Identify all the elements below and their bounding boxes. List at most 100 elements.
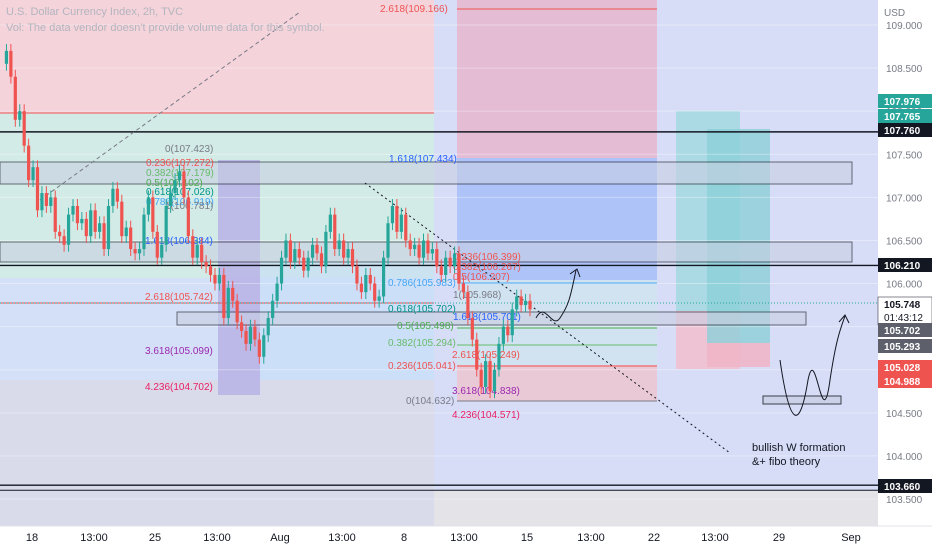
candle-body-16	[71, 205, 75, 215]
price-tag-bg-9	[878, 479, 932, 493]
candle-body-15	[66, 214, 71, 245]
candle-body-110	[488, 361, 492, 392]
time-tick-10: 22	[648, 532, 660, 544]
candle-body-108	[479, 369, 483, 387]
candle-body-48	[213, 274, 217, 284]
drawing-zones	[0, 0, 878, 526]
candle-body-27	[120, 201, 124, 237]
lower-grey-zone	[0, 380, 434, 526]
fib-label-0: 2.618(109.166)	[380, 4, 448, 15]
fib-label-12: 4.236(104.702)	[145, 382, 213, 393]
candle-body-43	[191, 236, 195, 258]
price-tick-5: 106.000	[886, 280, 923, 291]
candle-body-64	[284, 240, 288, 258]
candle-body-73	[324, 231, 328, 267]
time-tick-1: 13:00	[80, 532, 108, 544]
fibonacci-labels: 2.618(109.166) 1.618(107.434) 0(107.423) 0.…	[145, 4, 521, 421]
candle-body-99	[439, 266, 443, 275]
fib-label-25: 0(104.632)	[406, 396, 454, 407]
price-tick-11: 109.000	[886, 21, 923, 32]
candle-body-36	[160, 244, 164, 258]
time-tick-13: Sep	[841, 532, 861, 544]
projected-path-1	[535, 269, 577, 322]
candle-body-85	[377, 296, 381, 301]
candle-body-61	[271, 300, 275, 319]
candle-body-69	[306, 257, 310, 271]
time-tick-6: 8	[401, 532, 407, 544]
candle-body-50	[222, 274, 226, 319]
candle-body-51	[226, 287, 230, 319]
fib-label-9: 1.618(106.384)	[145, 236, 213, 247]
price-tick-2: 104.500	[886, 409, 923, 420]
time-tick-2: 25	[149, 532, 161, 544]
candle-body-91	[404, 214, 408, 241]
time-tick-8: 15	[521, 532, 533, 544]
candle-body-26	[115, 188, 119, 202]
candle-body-112	[497, 343, 501, 370]
time-axis-bg	[0, 526, 932, 550]
horizontal-levels	[0, 8, 878, 491]
projected-arrow-1	[569, 268, 581, 278]
candle-body-30	[133, 249, 137, 254]
candle-body-18	[80, 218, 84, 224]
candle-body-8	[35, 167, 40, 211]
candle-body-70	[310, 244, 315, 258]
candle-body-46	[204, 262, 208, 267]
axis-unit-label: USD	[884, 8, 905, 19]
time-tick-11: 13:00	[701, 532, 729, 544]
candle-body-114	[506, 326, 510, 336]
time-tick-5: 13:00	[328, 532, 356, 544]
w-target-box	[762, 395, 842, 405]
fib-label-1: 1.618(107.434)	[389, 154, 457, 165]
candle-body-83	[368, 274, 372, 284]
candle-body-100	[444, 257, 448, 275]
candle-body-54	[239, 322, 244, 331]
candle-body-39	[173, 180, 177, 194]
fib-label-15: 0.5(106.207)	[453, 272, 510, 283]
price-tag-bg-6	[878, 339, 932, 353]
candle-body-79	[350, 249, 355, 267]
candle-body-96	[426, 240, 430, 254]
candle-body-116	[515, 296, 519, 310]
price-tag-bg-7	[878, 360, 932, 374]
fib-label-28: 4.236(104.571)	[452, 410, 520, 421]
candle-body-47	[208, 266, 213, 275]
candle-body-80	[355, 266, 359, 284]
annotation-line-2: &+ fibo theory	[752, 456, 821, 468]
candle-body-107	[475, 339, 479, 370]
candle-body-105	[466, 292, 470, 319]
candle-body-117	[519, 296, 523, 306]
candle-body-12	[53, 197, 57, 232]
price-tag-4: 105.748	[884, 300, 921, 311]
time-tick-3: 13:00	[203, 532, 231, 544]
user-drawings	[535, 268, 850, 416]
price-tick-1: 104.000	[886, 452, 923, 463]
candle-body-41	[182, 171, 186, 198]
fib-label-23: 0.382(105.294)	[388, 338, 456, 349]
candle-body-102	[452, 253, 457, 267]
price-tag-6: 105.293	[884, 342, 921, 353]
price-tag-bg-1	[878, 109, 932, 123]
volume-note: Vol: The data vendor doesn't provide vol…	[6, 22, 325, 34]
price-tag-9: 103.660	[884, 482, 921, 493]
candle-body-113	[501, 326, 505, 344]
candle-body-86	[381, 257, 386, 297]
candle-body-78	[346, 249, 350, 258]
candle-body-87	[386, 223, 390, 258]
price-tick-8: 107.500	[886, 150, 923, 161]
candle-body-3	[13, 76, 17, 120]
price-tick-6: 106.500	[886, 236, 923, 247]
candle-body-52	[231, 287, 235, 301]
dashed-trendline-down	[364, 182, 731, 454]
candle-body-84	[373, 283, 377, 301]
candle-body-75	[333, 214, 337, 250]
candle-body-82	[364, 274, 368, 293]
pivot-box	[0, 241, 853, 263]
candle-body-103	[457, 253, 461, 284]
candle-body-7	[31, 167, 35, 181]
candle-body-67	[297, 249, 301, 258]
candle-body-9	[40, 193, 44, 211]
candle-body-6	[27, 145, 31, 181]
fib-label-21: 0.618(105.702)	[388, 304, 456, 315]
